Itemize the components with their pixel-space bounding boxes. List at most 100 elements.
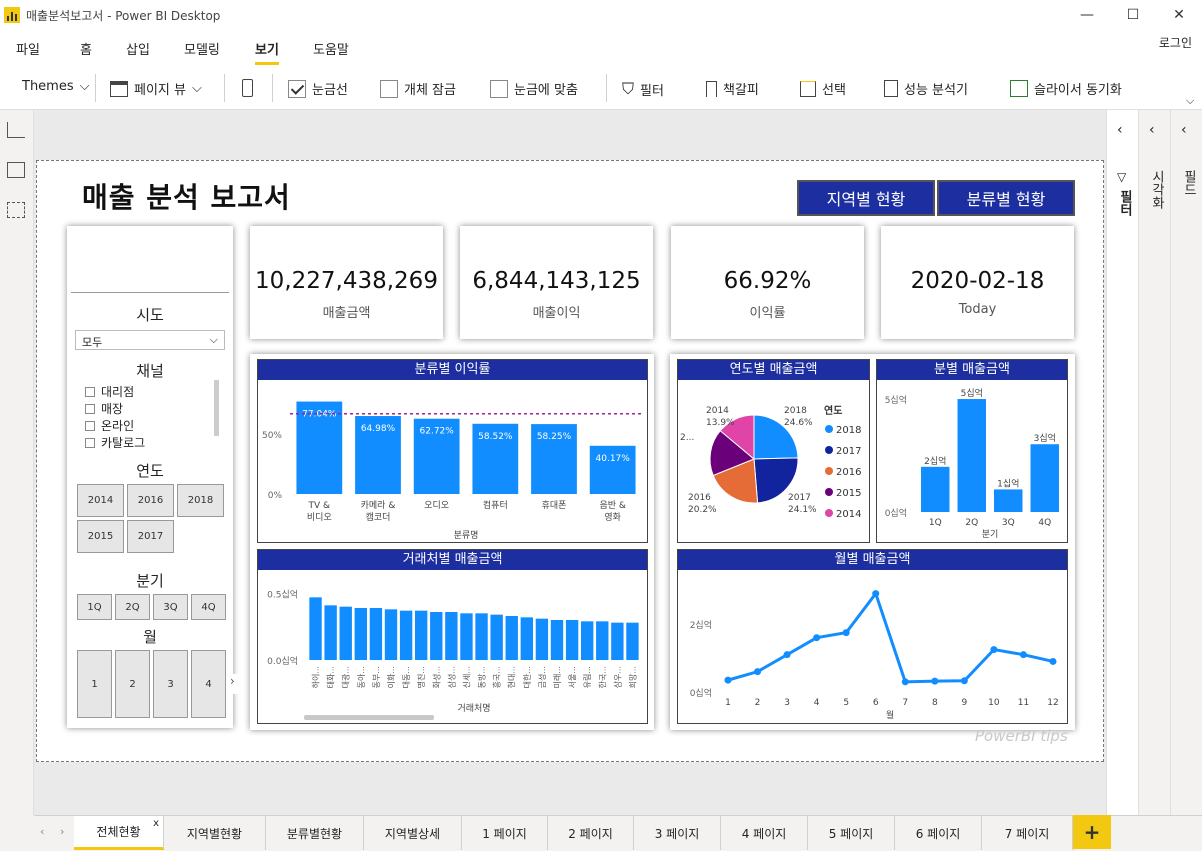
month-option[interactable]: 3	[153, 650, 188, 718]
category-margin-visual[interactable]: 분류별 이익률 50% 0% 77.04% TV & 비디오 64.98% 카메라 & 캠코더 6…	[257, 359, 648, 543]
customer-sales-visual[interactable]: 거래처별 매출금액 0.5십억 0.0십억 하이... 태화... 대광... 동아... 동…	[257, 549, 648, 724]
month-slicer-title: 월	[143, 628, 157, 646]
year-option[interactable]: 2018	[177, 484, 224, 517]
gridlines-checkbox[interactable]: 눈금선	[288, 79, 348, 98]
snap-check-icon	[490, 79, 508, 98]
login-link[interactable]: 로그인	[1158, 36, 1192, 50]
bar	[430, 612, 443, 660]
ribbon-collapse-chevron-icon[interactable]: ⌵	[1186, 94, 1195, 107]
tab-scroll-left-icon[interactable]: ‹	[40, 825, 45, 838]
close-button[interactable]: ✕	[1173, 7, 1185, 23]
fields-pane-label: 필드	[1181, 170, 1196, 196]
data-label: 1십억	[997, 477, 1019, 489]
year-option[interactable]: 2015	[77, 520, 124, 553]
month-sales-visual[interactable]: 월별 매출금액 2십억 0십억 1 2 3 4 5 6 7 8 9 10 11 12 월	[677, 549, 1068, 724]
bar	[505, 616, 518, 660]
tab-category[interactable]: 분류별현황	[266, 816, 364, 850]
channel-scrollbar[interactable]	[214, 380, 219, 436]
bar	[490, 614, 503, 660]
quarter-sales-visual[interactable]: 분별 매출금액 5십억 0십억 2십억 1Q 5십억 2Q 1십억 3Q 3십억 4Q 분기	[876, 359, 1068, 543]
month-option[interactable]: 2	[115, 650, 150, 718]
channel-option[interactable]: 카탈로그	[85, 434, 145, 451]
menu-home[interactable]: 홈	[80, 43, 92, 58]
kpi-label: 매출금액	[322, 306, 371, 321]
menu-help[interactable]: 도움말	[313, 43, 349, 58]
bar	[550, 620, 564, 660]
x-tick-label: 명진...	[416, 666, 426, 688]
menu-modeling[interactable]: 모델링	[184, 43, 220, 58]
x-tick-label: 12	[1047, 698, 1058, 708]
menu-file[interactable]: 파일	[16, 43, 40, 58]
tab-page-3[interactable]: 3 페이지	[634, 816, 721, 850]
page-view-dropdown[interactable]: 페이지 뷰 ⌵	[110, 79, 202, 98]
tab-region[interactable]: 지역별현황	[164, 816, 266, 850]
chevron-left-icon[interactable]: ‹	[1149, 122, 1155, 138]
tab-page-6[interactable]: 6 페이지	[895, 816, 982, 850]
region-dropdown[interactable]: 모두 ⌵	[75, 330, 225, 350]
tab-scroll-right-icon[interactable]: ›	[60, 825, 65, 838]
filter-pane-collapsed[interactable]: ‹ ▽ 필터	[1106, 110, 1138, 815]
channel-option[interactable]: 매장	[85, 400, 123, 417]
quarter-option[interactable]: 2Q	[115, 594, 150, 620]
quarter-option[interactable]: 3Q	[153, 594, 188, 620]
tab-page-2[interactable]: 2 페이지	[548, 816, 634, 850]
channel-label: 대리점	[101, 385, 135, 399]
add-page-button[interactable]: +	[1073, 815, 1111, 849]
data-point	[783, 651, 791, 659]
x-tick-label: 1Q	[929, 518, 942, 528]
menu-view[interactable]: 보기	[255, 39, 279, 65]
themes-dropdown[interactable]: Themes ⌵	[22, 79, 89, 94]
category-status-button[interactable]: 분류별 현황	[937, 180, 1075, 216]
month-option[interactable]: 4	[191, 650, 226, 718]
tab-page-5[interactable]: 5 페이지	[808, 816, 895, 850]
year-option[interactable]: 2016	[127, 484, 174, 517]
data-view-icon[interactable]	[7, 162, 25, 178]
channel-option[interactable]: 온라인	[85, 417, 134, 434]
year-option[interactable]: 2017	[127, 520, 174, 553]
chevron-down-icon: ⌵	[209, 333, 218, 346]
region-status-button[interactable]: 지역별 현황	[797, 180, 935, 216]
maximize-button[interactable]: ☐	[1126, 7, 1140, 23]
data-label: 64.98%	[361, 424, 396, 434]
mobile-layout-button[interactable]	[242, 79, 253, 97]
tab-close-icon[interactable]: x	[153, 818, 159, 829]
minimize-button[interactable]: —	[1080, 7, 1094, 23]
chevron-left-icon[interactable]: ‹	[1181, 122, 1187, 138]
performance-analyzer-button[interactable]: 성능 분석기	[884, 79, 968, 98]
pie-slice	[712, 458, 759, 504]
tab-overall[interactable]: 전체현황 x	[74, 816, 164, 850]
x-tick-label: 4	[814, 698, 820, 708]
bar	[339, 606, 352, 660]
quarter-option[interactable]: 1Q	[77, 594, 112, 620]
tab-page-4[interactable]: 4 페이지	[721, 816, 808, 850]
month-option[interactable]: 1	[77, 650, 112, 718]
model-view-icon[interactable]	[7, 202, 25, 218]
channel-option[interactable]: 대리점	[85, 383, 134, 400]
snap-label: 눈금에 맞춤	[514, 83, 578, 98]
chevron-left-icon[interactable]: ‹	[1117, 122, 1123, 138]
year-sales-visual[interactable]: 연도별 매출금액 2018 24.6% 2017 24.1% 2016 20.2% 2... 2…	[677, 359, 870, 543]
quarter-option[interactable]: 4Q	[191, 594, 226, 620]
tab-page-1[interactable]: 1 페이지	[462, 816, 548, 850]
selection-button[interactable]: 선택	[800, 79, 846, 98]
visualization-pane-collapsed[interactable]: ‹ 시각화	[1138, 110, 1170, 815]
sync-slicers-button[interactable]: 슬라이서 동기화	[1010, 79, 1122, 98]
fields-pane-collapsed[interactable]: ‹ 필드	[1170, 110, 1202, 815]
lock-objects-checkbox[interactable]: 개체 잠금	[380, 79, 456, 98]
year-sales-chart: 2018 24.6% 2017 24.1% 2016 20.2% 2... 2014 13.9%…	[680, 404, 861, 520]
tab-region-detail[interactable]: 지역별상세	[364, 816, 462, 850]
tab-page-7[interactable]: 7 페이지	[982, 816, 1073, 850]
title-bar: 매출분석보고서 - Power BI Desktop — ☐ ✕	[0, 0, 1202, 30]
year-option[interactable]: 2014	[77, 484, 124, 517]
region-slicer-title: 시도	[136, 306, 164, 324]
menu-insert[interactable]: 삽입	[126, 43, 150, 58]
quarter-slicer-title: 분기	[136, 572, 164, 590]
data-point	[842, 629, 850, 637]
chevron-right-icon[interactable]: ›	[230, 674, 240, 694]
snap-to-grid-checkbox[interactable]: 눈금에 맞춤	[490, 79, 578, 98]
y-tick-label: 0.5십억	[267, 588, 298, 600]
lock-objects-label: 개체 잠금	[404, 83, 456, 98]
report-view-icon[interactable]	[7, 122, 25, 138]
filters-pane-button[interactable]: ⛉ 필터	[622, 79, 664, 99]
bookmarks-button[interactable]: 책갈피	[706, 79, 759, 98]
